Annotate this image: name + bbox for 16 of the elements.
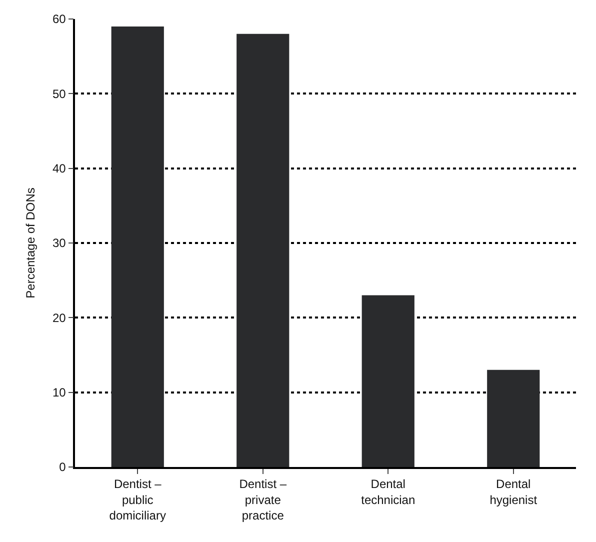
y-tick-label: 0 (59, 460, 66, 474)
y-tick-label: 10 (52, 386, 66, 400)
y-tick-label: 20 (52, 310, 66, 325)
y-tick-label: 30 (52, 236, 66, 250)
y-tick-label: 40 (52, 162, 66, 176)
bar (362, 295, 414, 467)
bar (111, 26, 164, 467)
x-tick-label: Dentist – public domiciliary (109, 477, 166, 522)
x-tick-label: Dental technician (361, 477, 416, 507)
bar (236, 34, 290, 467)
bar (487, 370, 540, 467)
x-tick-label: Dental hygienist (490, 477, 538, 507)
y-tick-label: 60 (52, 12, 66, 26)
x-tick-label: Dentist – private practice (239, 477, 287, 522)
y-tick-label: 50 (52, 86, 66, 101)
y-axis-title: Percentage of DONs (23, 188, 38, 298)
